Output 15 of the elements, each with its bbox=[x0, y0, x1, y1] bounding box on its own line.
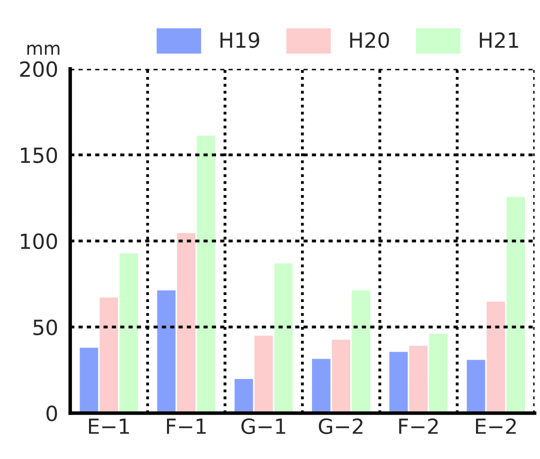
y-tick-label: 200 bbox=[20, 61, 58, 78]
y-tick-label: 100 bbox=[20, 233, 58, 250]
x-tick-label: G−1 bbox=[241, 418, 286, 434]
y-axis-title: mm bbox=[27, 44, 60, 55]
x-tick-label: G−2 bbox=[318, 418, 362, 434]
y-tick-label: 50 bbox=[33, 319, 58, 336]
x-tick-label: E−2 bbox=[476, 418, 516, 434]
legend-label: H20 bbox=[350, 32, 389, 48]
legend-label: H19 bbox=[220, 32, 260, 48]
y-tick-label: 150 bbox=[20, 147, 58, 164]
x-tick-label: F−2 bbox=[399, 418, 438, 434]
legend-label: H21 bbox=[480, 32, 518, 48]
x-tick-label: F−1 bbox=[166, 418, 206, 434]
y-tick-label: 0 bbox=[46, 406, 58, 422]
x-tick-label: E−1 bbox=[89, 418, 129, 434]
